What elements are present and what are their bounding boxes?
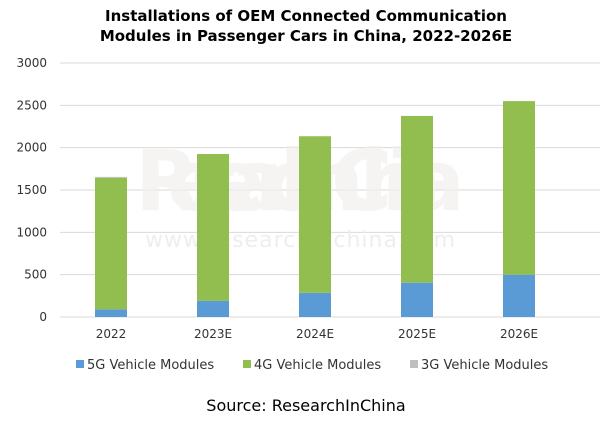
source-note: Source: ResearchInChina	[206, 396, 406, 415]
legend-swatch	[410, 360, 418, 368]
bar-4g-2026E	[503, 101, 535, 275]
y-tick-label: 2000	[16, 141, 47, 155]
bar-5g-2022	[95, 309, 127, 317]
legend-swatch	[76, 360, 84, 368]
bar-5g-2026E	[503, 274, 535, 317]
legend-label: 4G Vehicle Modules	[254, 358, 381, 373]
x-tick-label: 2024E	[296, 327, 334, 341]
y-tick-label: 0	[39, 310, 47, 324]
y-tick-label: 1000	[16, 225, 47, 239]
x-tick-label: 2022	[96, 327, 127, 341]
bar-4g-2023E	[197, 154, 229, 301]
bar-3g-2022	[95, 176, 127, 178]
y-tick-label: 1500	[16, 183, 47, 197]
chart-title: Installations of OEM Connected Communica…	[0, 6, 612, 46]
x-tick-label: 2023E	[194, 327, 232, 341]
legend-label: 3G Vehicle Modules	[421, 358, 548, 373]
x-tick-label: 2025E	[398, 327, 436, 341]
x-tick-label: 2026E	[500, 327, 538, 341]
bar-5g-2024E	[299, 292, 331, 317]
y-tick-label: 2500	[16, 98, 47, 112]
legend-swatch	[243, 360, 251, 368]
bar-4g-2025E	[401, 115, 433, 283]
y-tick-label: 500	[24, 268, 47, 282]
bar-4g-2022	[95, 177, 127, 310]
y-tick-label: 3000	[16, 56, 47, 70]
bar-5g-2023E	[197, 300, 229, 317]
bar-4g-2024E	[299, 136, 331, 293]
title-line-2: Modules in Passenger Cars in China, 2022…	[99, 27, 513, 45]
bar-5g-2025E	[401, 282, 433, 317]
title-line-1: Installations of OEM Connected Communica…	[105, 7, 507, 25]
legend-label: 5G Vehicle Modules	[87, 358, 214, 373]
